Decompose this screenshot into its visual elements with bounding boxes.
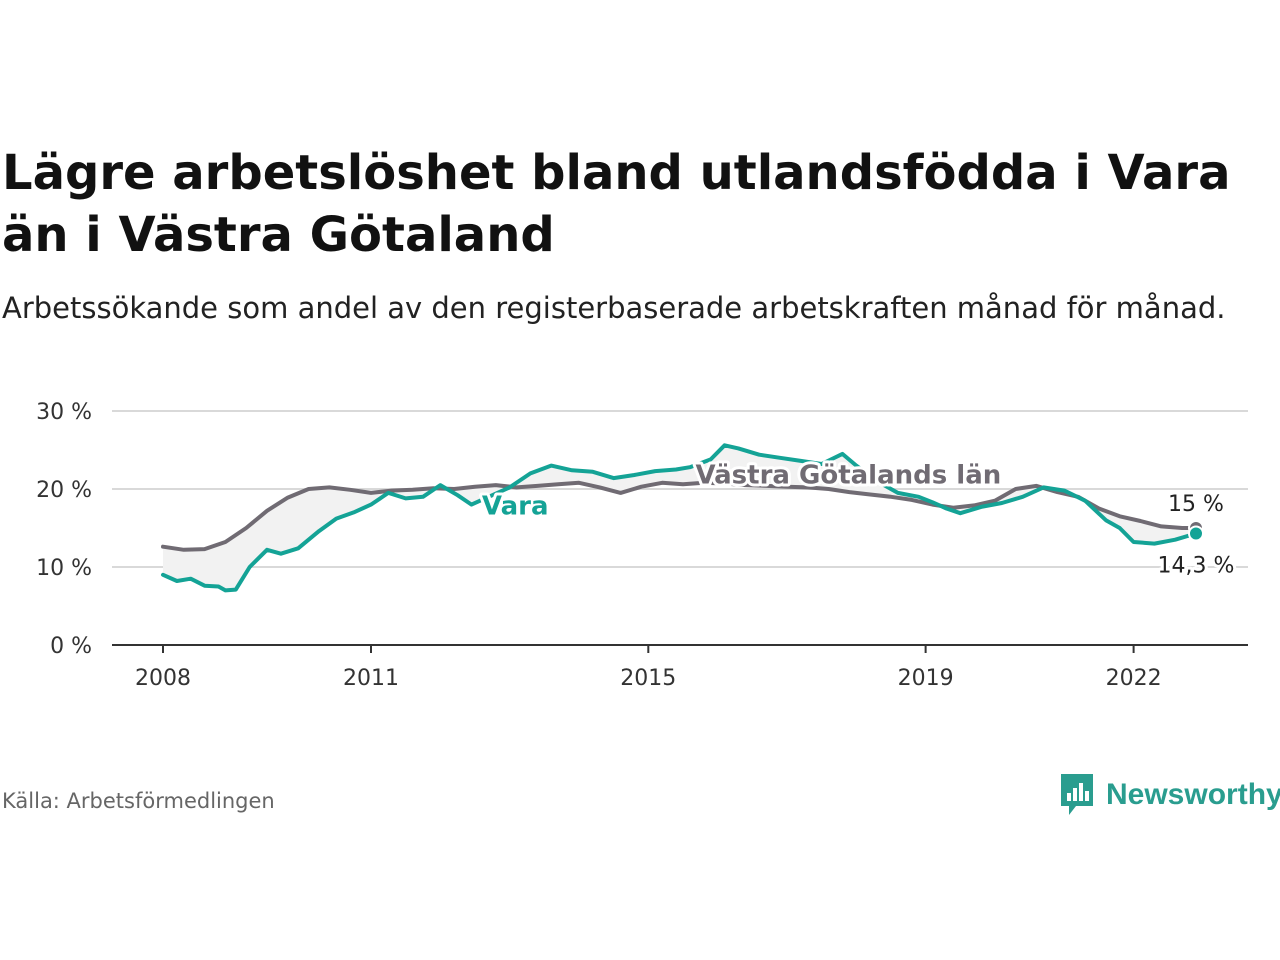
y-tick-label: 10 %	[36, 556, 92, 581]
x-tick-label: 2008	[135, 666, 191, 691]
source-note: Källa: Arbetsförmedlingen	[2, 789, 275, 813]
chart-subtitle: Arbetssökande som andel av den registerb…	[2, 291, 1226, 325]
brand-name: Newsworthy	[1106, 778, 1280, 811]
newsworthy-brand[interactable]: Newsworthy	[1058, 772, 1280, 818]
x-tick-label: 2011	[343, 666, 399, 691]
x-axis-ticks: 2008 2011 2015 2019 2022	[135, 645, 1162, 691]
y-tick-label: 30 %	[36, 400, 92, 425]
series-labels: Västra Götalands län Vara 15 % 14,3 %	[479, 457, 1238, 581]
series-label-vara: Vara	[482, 492, 549, 522]
end-marker-vara	[1188, 525, 1204, 542]
x-tick-label: 2022	[1106, 666, 1162, 691]
newsworthy-logo-icon	[1061, 774, 1093, 815]
x-tick-label: 2019	[898, 666, 954, 691]
series-line-vara	[161, 443, 1198, 593]
end-value-vastra-gotaland: 15 %	[1168, 492, 1224, 517]
series-label-vastra-gotaland: Västra Götalands län	[695, 460, 1001, 490]
series-line-vastra-gotaland	[161, 480, 1198, 552]
y-axis-tick-labels: 0 % 10 % 20 % 30 %	[36, 400, 92, 659]
y-tick-label: 0 %	[50, 634, 92, 659]
series-layer	[161, 443, 1204, 593]
y-tick-label: 20 %	[36, 478, 92, 503]
line-chart: 0 % 10 % 20 % 30 % 2008 2011 2015 2019 2022 Väs…	[36, 400, 1248, 691]
end-value-vara: 14,3 %	[1158, 553, 1235, 578]
gap-area	[163, 445, 1196, 591]
x-tick-label: 2015	[620, 666, 676, 691]
chart-title: Lägre arbetslöshet bland utlandsfödda i …	[2, 145, 1231, 263]
